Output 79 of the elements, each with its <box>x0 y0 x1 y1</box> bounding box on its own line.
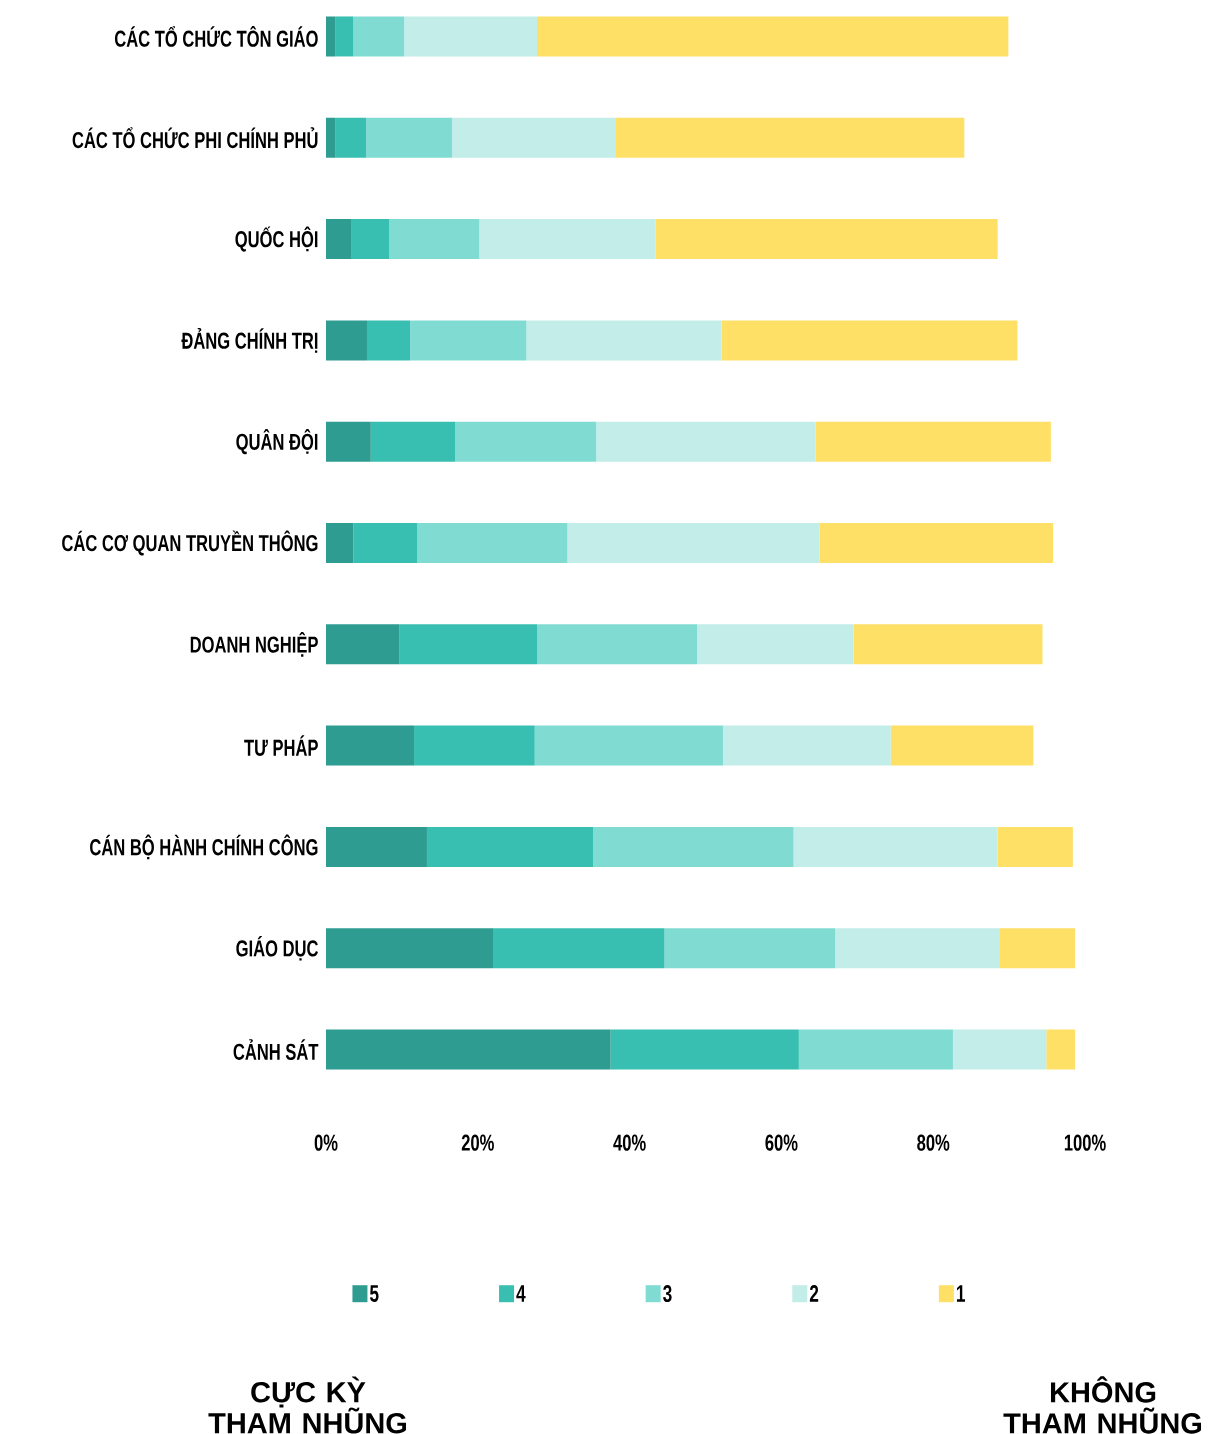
bar <box>593 826 794 867</box>
bar <box>366 117 452 158</box>
bar <box>655 219 998 260</box>
bar <box>353 523 418 563</box>
text: KHÔNG THAM NHŨNG <box>1003 1376 1202 1434</box>
bar <box>326 421 371 462</box>
bar <box>410 320 527 361</box>
y-tick-label: CÁC CƠ QUAN TRUYỀN THÔNG <box>62 530 318 556</box>
y-tick-label: CÁC TỔ CHỨC TÔN GIÁO <box>114 26 318 47</box>
bar <box>455 421 597 462</box>
y-tick-label: CÁN BỘ HÀNH CHÍNH CÔNG <box>90 834 318 860</box>
y-tick-label: GIÁO DỤC <box>236 935 318 961</box>
legend-label: 3 <box>663 1285 672 1303</box>
x-tick-label: 100% <box>1064 1134 1106 1151</box>
y-tick-label: QUÂN ĐỘI <box>236 429 318 455</box>
bar <box>615 117 965 158</box>
bar <box>417 523 568 563</box>
bar <box>1000 928 1076 969</box>
bar <box>697 624 854 665</box>
bar <box>721 320 1018 361</box>
y-tick-label: DOANH NGHIỆP <box>190 631 318 657</box>
bar <box>890 725 1034 766</box>
bar <box>326 1029 611 1070</box>
bar <box>326 117 336 158</box>
bar <box>534 725 723 766</box>
bar <box>326 725 415 766</box>
bar <box>798 1029 953 1070</box>
bar <box>353 16 405 57</box>
bar <box>335 16 354 57</box>
bar <box>326 219 352 260</box>
bar <box>997 826 1073 867</box>
bar <box>370 421 456 462</box>
bar <box>326 320 367 361</box>
bar <box>815 421 1051 462</box>
bar <box>326 624 400 665</box>
bar <box>537 624 698 665</box>
bar <box>452 117 616 158</box>
y-tick-label: ĐẢNG CHÍNH TRỊ <box>181 328 318 353</box>
y-tick-label: TƯ PHÁP <box>244 735 318 756</box>
bar <box>414 725 535 766</box>
y-tick-label: CÁC TỔ CHỨC PHI CHÍNH PHỦ <box>72 127 318 149</box>
bar <box>389 219 480 260</box>
bar <box>819 523 1054 563</box>
x-tick-label: 0% <box>314 1134 338 1151</box>
bar <box>399 624 538 665</box>
bar <box>366 320 411 361</box>
bar <box>493 928 665 969</box>
bar <box>853 624 1043 665</box>
x-tick-label: 20% <box>461 1134 494 1151</box>
legend-label: 2 <box>809 1285 819 1302</box>
bar <box>404 16 538 57</box>
y-tick-label: QUỐC HỘI <box>235 226 318 252</box>
bar <box>326 16 336 57</box>
bar <box>326 826 427 867</box>
bar <box>526 320 722 361</box>
bar <box>335 117 367 158</box>
y-tick-label: CẢNH SÁT <box>233 1039 319 1060</box>
text: CỰC KỲ THAM NHŨNG <box>208 1376 407 1434</box>
bar <box>326 928 494 969</box>
bar <box>1046 1029 1076 1070</box>
bar <box>610 1029 799 1070</box>
bar <box>537 16 1009 57</box>
bar <box>567 523 820 563</box>
legend-label: 5 <box>369 1285 379 1302</box>
bar <box>426 826 594 867</box>
bar <box>835 928 1000 969</box>
bar <box>326 523 354 563</box>
x-tick-label: 40% <box>613 1134 646 1151</box>
bar <box>664 928 836 969</box>
x-tick-label: 60% <box>765 1134 798 1151</box>
legend-label: 1 <box>956 1285 966 1302</box>
bar <box>596 421 816 462</box>
bar <box>479 219 656 260</box>
bar <box>351 219 389 260</box>
bar <box>722 725 891 766</box>
x-tick-label: 80% <box>917 1134 950 1151</box>
legend-label: 4 <box>516 1285 526 1302</box>
bar <box>793 826 998 867</box>
bar <box>952 1029 1047 1070</box>
